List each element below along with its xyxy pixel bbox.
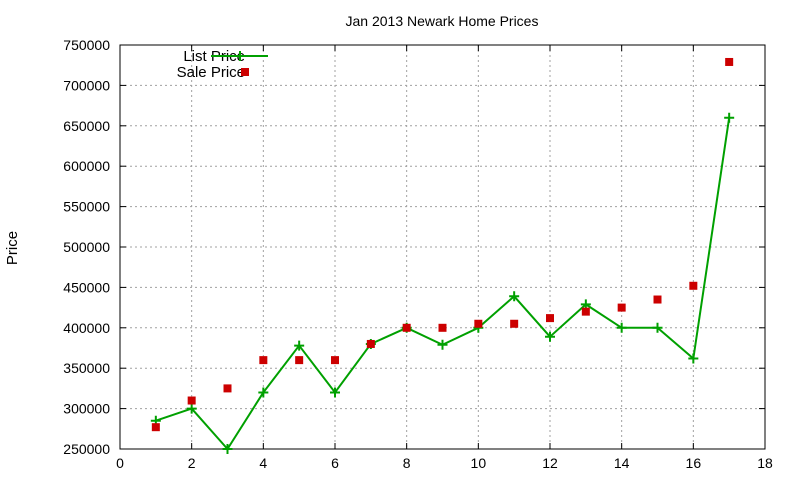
sale-price-point bbox=[474, 319, 483, 328]
y-tick-label: 550000 bbox=[63, 199, 110, 215]
sale-price-point bbox=[402, 323, 411, 332]
x-tick-label: 4 bbox=[259, 455, 267, 471]
list-price-point bbox=[509, 291, 520, 302]
legend-marker-sale-price bbox=[241, 68, 249, 76]
list-price-point bbox=[330, 387, 340, 398]
legend-marker-list-price bbox=[235, 51, 245, 61]
y-tick-label: 450000 bbox=[63, 279, 110, 295]
list-price-point bbox=[258, 387, 269, 398]
x-tick-label: 6 bbox=[331, 455, 339, 471]
sale-price-point bbox=[689, 281, 698, 290]
y-tick-label: 750000 bbox=[63, 37, 110, 53]
x-tick-label: 8 bbox=[403, 455, 411, 471]
sale-price-point bbox=[295, 356, 304, 365]
y-tick-label: 350000 bbox=[63, 360, 110, 376]
list-price-point bbox=[688, 353, 699, 364]
list-price-point bbox=[294, 340, 305, 351]
sale-price-point bbox=[151, 423, 160, 432]
x-tick-label: 14 bbox=[614, 455, 630, 471]
y-tick-label: 500000 bbox=[63, 239, 110, 255]
x-tick-label: 18 bbox=[757, 455, 773, 471]
sale-price-point bbox=[725, 57, 734, 66]
y-axis-label: Price bbox=[4, 231, 21, 265]
list-price-point bbox=[437, 339, 448, 350]
y-tick-label: 600000 bbox=[63, 158, 110, 174]
list-price-point bbox=[222, 444, 233, 454]
sale-price-point bbox=[546, 314, 554, 323]
sale-price-point bbox=[438, 323, 447, 332]
y-tick-label: 700000 bbox=[63, 77, 110, 93]
list-price-point bbox=[724, 112, 735, 123]
sale-price-point bbox=[223, 384, 232, 393]
list-price-point bbox=[652, 322, 663, 333]
y-tick-label: 250000 bbox=[63, 441, 110, 457]
series-line-list-price bbox=[155, 117, 731, 450]
y-tick-label: 650000 bbox=[63, 118, 110, 134]
list-price-point bbox=[545, 331, 555, 342]
y-tick-label: 300000 bbox=[63, 401, 110, 417]
x-tick-label: 10 bbox=[471, 455, 487, 471]
series bbox=[150, 57, 735, 454]
sale-price-point bbox=[653, 295, 662, 304]
sale-price-point bbox=[581, 307, 590, 316]
x-tick-label: 16 bbox=[686, 455, 702, 471]
sale-price-point bbox=[331, 356, 339, 365]
list-price-point bbox=[616, 322, 627, 333]
sale-price-point bbox=[617, 303, 626, 312]
sale-price-point bbox=[259, 356, 268, 365]
legend-label-sale-price: Sale Price bbox=[177, 64, 245, 81]
chart-title: Jan 2013 Newark Home Prices bbox=[346, 13, 539, 29]
legend: List Price Sale Price bbox=[177, 48, 268, 81]
axis-ticks: 0 2 4 6 8 10 12 14 16 18 250000 300000 350000 400000 4… bbox=[63, 37, 773, 471]
grid bbox=[120, 45, 765, 449]
y-tick-label: 400000 bbox=[63, 320, 110, 336]
list-price-point bbox=[186, 403, 197, 414]
x-tick-label: 12 bbox=[542, 455, 558, 471]
x-tick-label: 2 bbox=[188, 455, 196, 471]
sale-price-point bbox=[366, 339, 375, 348]
sale-price-point bbox=[187, 396, 196, 405]
sale-price-point bbox=[510, 319, 519, 328]
x-tick-label: 0 bbox=[116, 455, 124, 471]
